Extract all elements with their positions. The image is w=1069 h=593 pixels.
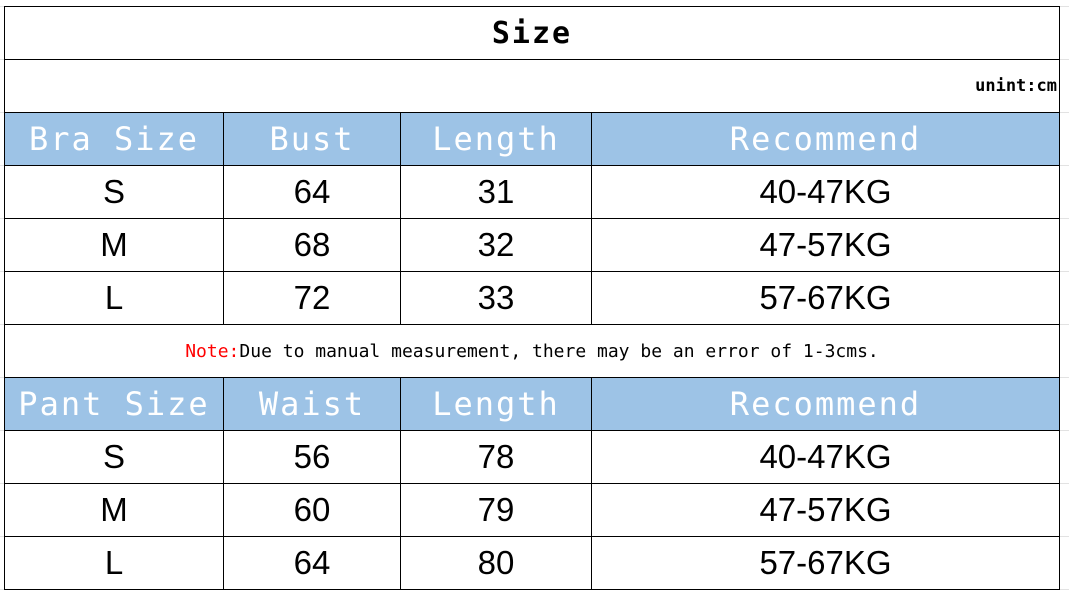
bra-header-cell: Recommend: [591, 112, 1060, 166]
table-cell: 57-67KG: [591, 536, 1060, 590]
unit-label: unint:cm: [4, 59, 1060, 113]
pant-size-section: Pant Size Waist Length Recommend S 56 78 40-47K…: [4, 377, 1060, 590]
chart-title: Size: [4, 6, 1060, 60]
table-cell: 47-57KG: [591, 218, 1060, 272]
bra-size-section: Bra Size Bust Length Recommend S 64 31 40-47KG M…: [4, 112, 1060, 325]
table-cell: 56: [223, 430, 401, 484]
table-cell: 78: [400, 430, 592, 484]
table-cell: 32: [400, 218, 592, 272]
note-row: Note:Due to manual measurement, there ma…: [4, 324, 1060, 378]
pant-header-cell: Length: [400, 377, 592, 431]
size-chart-table: Size unint:cm Bra Size Bust Length Recommen…: [4, 6, 1060, 590]
bra-header-cell: Bust: [223, 112, 401, 166]
table-cell: S: [4, 165, 224, 219]
table-cell: 64: [223, 536, 401, 590]
note-text: Due to manual measurement, there may be …: [239, 340, 879, 362]
table-row: L 72 33 57-67KG: [4, 271, 1060, 325]
table-cell: 40-47KG: [591, 430, 1060, 484]
table-cell: L: [4, 536, 224, 590]
pant-header-cell: Waist: [223, 377, 401, 431]
note-label: Note:: [185, 340, 240, 362]
table-cell: 72: [223, 271, 401, 325]
pant-header-cell: Pant Size: [4, 377, 224, 431]
table-cell: 80: [400, 536, 592, 590]
table-cell: 31: [400, 165, 592, 219]
pant-header-cell: Recommend: [591, 377, 1060, 431]
bra-header-cell: Bra Size: [4, 112, 224, 166]
table-cell: 64: [223, 165, 401, 219]
table-cell: L: [4, 271, 224, 325]
bra-header-row: Bra Size Bust Length Recommend: [4, 112, 1060, 166]
table-row: S 64 31 40-47KG: [4, 165, 1060, 219]
table-cell: 60: [223, 483, 401, 537]
table-cell: 57-67KG: [591, 271, 1060, 325]
table-cell: 47-57KG: [591, 483, 1060, 537]
pant-header-row: Pant Size Waist Length Recommend: [4, 377, 1060, 431]
table-cell: 79: [400, 483, 592, 537]
table-row: M 60 79 47-57KG: [4, 483, 1060, 537]
table-cell: 40-47KG: [591, 165, 1060, 219]
table-cell: 68: [223, 218, 401, 272]
table-cell: S: [4, 430, 224, 484]
table-cell: 33: [400, 271, 592, 325]
table-row: S 56 78 40-47KG: [4, 430, 1060, 484]
table-row: L 64 80 57-67KG: [4, 536, 1060, 590]
table-row: M 68 32 47-57KG: [4, 218, 1060, 272]
bra-header-cell: Length: [400, 112, 592, 166]
table-cell: M: [4, 483, 224, 537]
table-cell: M: [4, 218, 224, 272]
